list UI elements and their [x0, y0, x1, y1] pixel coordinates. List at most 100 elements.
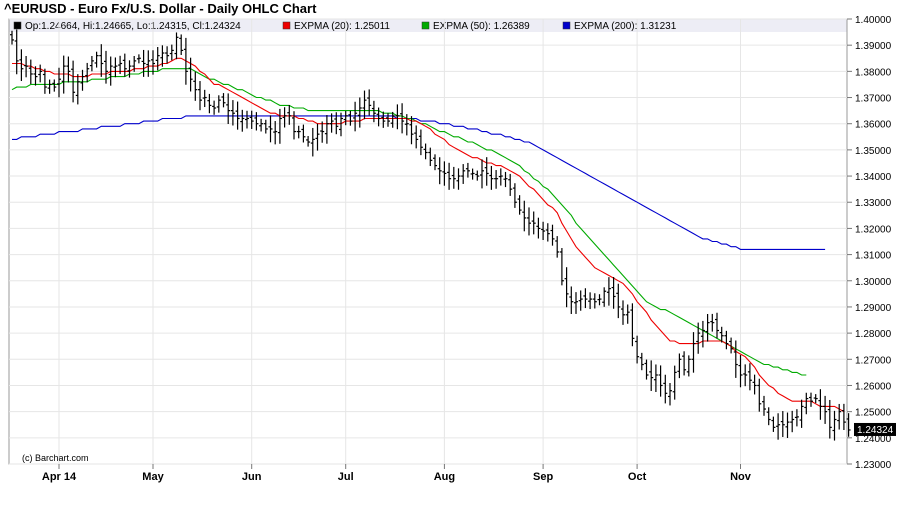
- ohlc-bar: [230, 100, 235, 126]
- ohlc-bar: [780, 411, 785, 438]
- y-tick-label: 1.23000: [855, 460, 892, 471]
- y-tick-label: 1.33000: [855, 198, 892, 209]
- last-value-marker: 1.24324: [854, 422, 896, 436]
- ohlc-bar: [245, 110, 249, 129]
- ohlc-bar: [329, 113, 334, 133]
- legend: Op:1.24664, Hi:1.24665, Lo:1.24315, Cl:1…: [9, 19, 847, 32]
- ohlc-bar: [686, 355, 691, 377]
- legend-item-ema200: EXPMA (200): 1.31231: [562, 21, 677, 32]
- grid: [9, 18, 847, 465]
- ohlc-bar: [437, 157, 442, 185]
- ema-lines: [11, 57, 845, 413]
- ohlc-bar: [24, 56, 29, 78]
- ohlc-bar: [240, 109, 245, 132]
- ohlc-bar: [564, 267, 569, 308]
- ohlc-bar: [362, 90, 367, 120]
- ohlc-bar: [470, 168, 475, 180]
- ohlc-bar: [52, 79, 57, 92]
- ohlc-bar: [555, 236, 560, 258]
- ohlc-bar: [494, 170, 499, 189]
- ohlc-bar: [198, 81, 202, 111]
- ohlc-bar: [113, 57, 118, 78]
- ohlc-bar: [33, 66, 38, 86]
- x-tick-label: Jun: [242, 471, 262, 483]
- ohlc-bar: [489, 165, 494, 190]
- ohlc-bar: [503, 171, 508, 188]
- ohlc-bar: [216, 95, 221, 113]
- ohlc-bar: [47, 79, 52, 94]
- ohlc-bar: [10, 30, 14, 45]
- ohlc-bar: [42, 68, 47, 94]
- ohlc-bar: [395, 104, 400, 130]
- ohlc-bar: [545, 223, 550, 242]
- ohlc-bar: [574, 292, 578, 314]
- ohlc-bar: [202, 89, 207, 108]
- ohlc-bar: [38, 64, 43, 83]
- ohlc-bar: [136, 54, 141, 64]
- x-axis: Apr 14 May Jun Jul Aug Sep Oct Nov: [42, 464, 752, 483]
- ohlc-bar: [569, 286, 574, 314]
- y-tick-label: 1.40000: [855, 15, 892, 26]
- ohlc-bar: [700, 320, 705, 348]
- y-tick-label: 1.28000: [855, 329, 892, 340]
- ohlc-bar: [414, 125, 419, 149]
- ohlc-bar: [371, 100, 376, 123]
- x-tick-label: Oct: [628, 471, 647, 483]
- ohlc-bar: [19, 49, 24, 82]
- ohlc-bar: [766, 407, 771, 426]
- ohlc-bar: [724, 330, 729, 350]
- ohlc-bar: [757, 378, 762, 412]
- ohlc-bar: [682, 351, 687, 376]
- ohlc-bar: [381, 111, 386, 128]
- ohlc-bar: [785, 412, 790, 439]
- ohlc-bar: [221, 93, 226, 108]
- ohlc-bar: [188, 57, 193, 92]
- ohlc-bar: [625, 304, 630, 324]
- x-tick-label: May: [142, 471, 164, 483]
- chart-title: ^EURUSD - Euro Fx/U.S. Dollar - Daily OH…: [4, 1, 317, 16]
- legend-item-ema20: EXPMA (20): 1.25011: [282, 21, 390, 32]
- ohlc-bar: [353, 101, 358, 132]
- ohlc-bar: [287, 105, 292, 125]
- ohlc-bar: [273, 121, 278, 145]
- ohlc-bar: [630, 303, 635, 347]
- ohlc-bar: [99, 44, 104, 77]
- legend-swatch: [421, 21, 430, 30]
- ohlc-bar: [639, 352, 644, 371]
- ohlc-bar: [517, 195, 522, 215]
- ohlc-bar: [343, 110, 348, 126]
- y-tick-label: 1.38000: [855, 67, 892, 78]
- ohlc-bar: [193, 71, 198, 101]
- ohlc-bar: [813, 394, 818, 404]
- ohlc-bar: [484, 157, 489, 186]
- ohlc-bar: [132, 56, 137, 72]
- ohlc-bar: [790, 410, 795, 433]
- ohlc-bar: [696, 322, 701, 354]
- ohlc-bar: [104, 50, 108, 84]
- ohlc-bar: [710, 313, 715, 332]
- ohlc-bar: [668, 383, 672, 406]
- x-tick-label: Sep: [533, 471, 553, 483]
- ohlc-bar: [320, 121, 325, 143]
- ohlc-bar: [747, 363, 752, 391]
- ohlc-bar: [282, 107, 287, 128]
- ohlc-bar: [66, 56, 71, 83]
- ohlc-bar: [621, 300, 625, 325]
- legend-item-ema50: EXPMA (50): 1.26389: [421, 21, 530, 32]
- ohlc-bar: [541, 221, 546, 241]
- ohlc-bar: [658, 365, 663, 397]
- ohlc-bar: [57, 67, 61, 98]
- ohlc-bar: [357, 97, 362, 128]
- ohlc-bar: [259, 118, 264, 132]
- y-tick-label: 1.31000: [855, 251, 892, 262]
- ohlc-bar: [141, 49, 146, 77]
- ohlc-bar: [677, 353, 682, 379]
- ohlc-bar: [804, 392, 809, 415]
- y-tick-label: 1.27000: [855, 355, 892, 366]
- ohlc-bar: [522, 200, 527, 232]
- x-tick-label: Nov: [730, 471, 752, 483]
- ohlc-bar: [301, 124, 306, 143]
- ohlc-bar: [635, 335, 640, 364]
- ohlc-bar: [827, 399, 832, 439]
- ohlc-bar: [122, 53, 127, 77]
